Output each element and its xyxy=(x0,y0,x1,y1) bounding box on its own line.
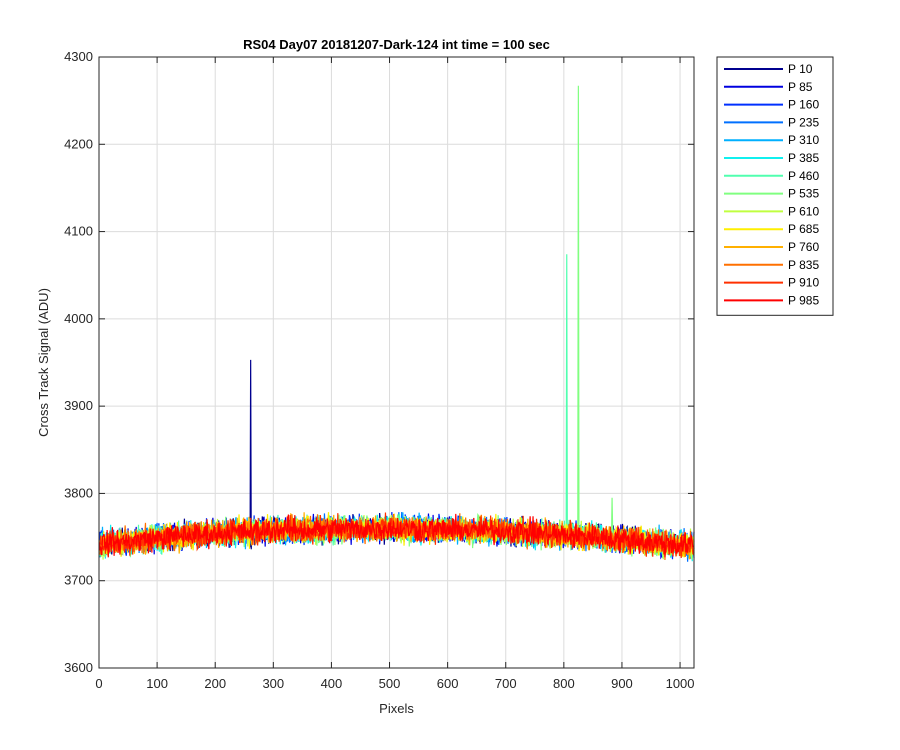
legend-label: P 460 xyxy=(788,169,819,183)
x-tick-label: 200 xyxy=(204,676,226,691)
y-tick-label: 4200 xyxy=(64,136,93,151)
x-axis-ticks: 0 100 200 300 400 500 600 700 800 900 1000 xyxy=(95,57,695,691)
x-tick-label: 500 xyxy=(379,676,401,691)
series-line xyxy=(98,85,695,559)
x-tick-label: 300 xyxy=(262,676,284,691)
legend-label: P 685 xyxy=(788,222,819,236)
x-tick-label: 900 xyxy=(611,676,633,691)
x-tick-label: 600 xyxy=(437,676,459,691)
y-tick-label: 3700 xyxy=(64,573,93,588)
legend-label: P 10 xyxy=(788,62,813,76)
legend-label: P 910 xyxy=(788,276,819,290)
legend-label: P 85 xyxy=(788,80,813,94)
legend-label: P 385 xyxy=(788,151,819,165)
chart-title: RS04 Day07 20181207-Dark-124 int time = … xyxy=(243,37,550,52)
legend-label: P 535 xyxy=(788,187,819,201)
y-axis-ticks: 3600 3700 3800 3900 4000 4100 4200 4300 xyxy=(64,49,694,675)
x-axis-label: Pixels xyxy=(379,701,414,716)
x-tick-label: 700 xyxy=(495,676,517,691)
legend-label: P 160 xyxy=(788,98,819,112)
legend-label: P 985 xyxy=(788,293,819,307)
y-tick-label: 4000 xyxy=(64,311,93,326)
grid-lines xyxy=(98,56,694,669)
legend-label: P 235 xyxy=(788,115,819,129)
plot-series xyxy=(98,85,695,562)
y-tick-label: 3600 xyxy=(64,660,93,675)
x-tick-label: 0 xyxy=(95,676,102,691)
y-tick-label: 4300 xyxy=(64,49,93,64)
y-tick-label: 3800 xyxy=(64,485,93,500)
x-tick-label: 400 xyxy=(321,676,343,691)
x-tick-label: 100 xyxy=(146,676,168,691)
legend-box xyxy=(716,56,834,316)
y-tick-label: 4100 xyxy=(64,224,93,239)
y-tick-label: 3900 xyxy=(64,398,93,413)
legend-label: P 310 xyxy=(788,133,819,147)
x-tick-label: 1000 xyxy=(666,676,695,691)
series-line xyxy=(98,513,695,558)
axes-box xyxy=(98,56,695,669)
legend-label: P 835 xyxy=(788,258,819,272)
legend-label: P 760 xyxy=(788,240,819,254)
y-axis-label: Cross Track Signal (ADU) xyxy=(36,288,51,437)
legend: P 10 P 85 P 160 P 235 P 310 P 385 P 460 P 535 P … xyxy=(716,56,834,316)
series-line xyxy=(98,254,695,557)
legend-label: P 610 xyxy=(788,204,819,218)
x-tick-label: 800 xyxy=(553,676,575,691)
